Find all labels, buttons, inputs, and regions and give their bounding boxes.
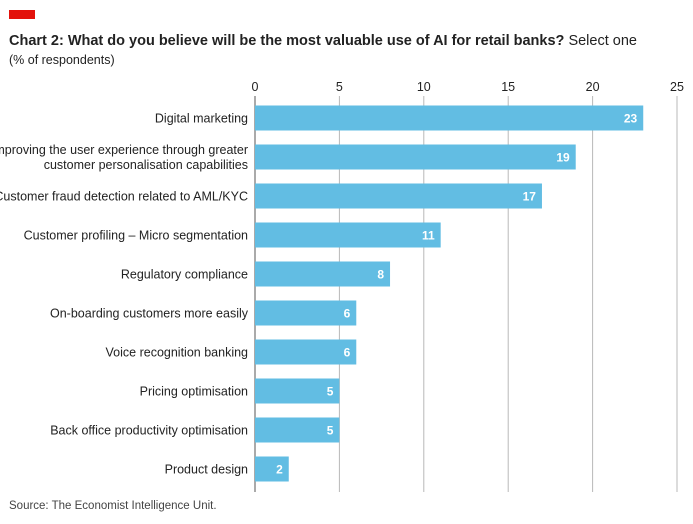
bar-value-label: 5 [327,424,334,438]
chart-title-bold: Chart 2: What do you believe will be the… [9,33,565,49]
category-label: Improving the user experience through gr… [0,143,248,172]
x-tick-label: 0 [252,80,259,94]
bar [255,222,441,248]
bar [255,417,340,443]
x-tick-label: 10 [417,80,431,94]
x-tick-label: 5 [336,80,343,94]
bar [255,300,357,326]
bar-value-label: 8 [377,268,384,282]
bar-value-label: 17 [523,190,537,204]
bar-value-label: 19 [556,151,570,165]
category-label: Product design [165,463,248,477]
bar-layer [255,105,644,482]
chart-title-rest: Select one [568,33,637,49]
category-label: On-boarding customers more easily [50,307,249,321]
category-label: Customer profiling – Micro segmentation [24,229,248,243]
bar-value-label: 5 [327,385,334,399]
bar-value-label: 2 [276,463,283,477]
x-tick-label: 25 [670,80,684,94]
category-label: Regulatory compliance [121,268,248,282]
category-label: Back office productivity optimisation [50,424,248,438]
category-label: Pricing optimisation [140,385,248,399]
bar-value-label: 11 [422,229,435,243]
chart-title: Chart 2: What do you believe will be the… [9,32,637,50]
x-tick-label: 20 [586,80,600,94]
chart-subtitle: (% of respondents) [9,53,115,67]
bar-value-label: 6 [344,307,351,321]
bar-value-label: 23 [624,112,638,126]
bar [255,183,542,209]
bar [255,261,391,287]
category-label: Voice recognition banking [106,346,249,360]
bar [255,144,576,170]
bar [255,105,644,131]
bar [255,378,340,404]
bar [255,339,357,365]
label-layer: 23 Digital marketing 19 Improving the user … [0,112,638,477]
category-label: Digital marketing [155,112,248,126]
x-tick-label: 15 [501,80,515,94]
source-note: Source: The Economist Intelligence Unit. [9,500,217,512]
category-label: Customer fraud detection related to AML/… [0,190,248,204]
bar-value-label: 6 [344,346,351,360]
bar [255,456,289,482]
brand-accent-bar [9,10,35,19]
